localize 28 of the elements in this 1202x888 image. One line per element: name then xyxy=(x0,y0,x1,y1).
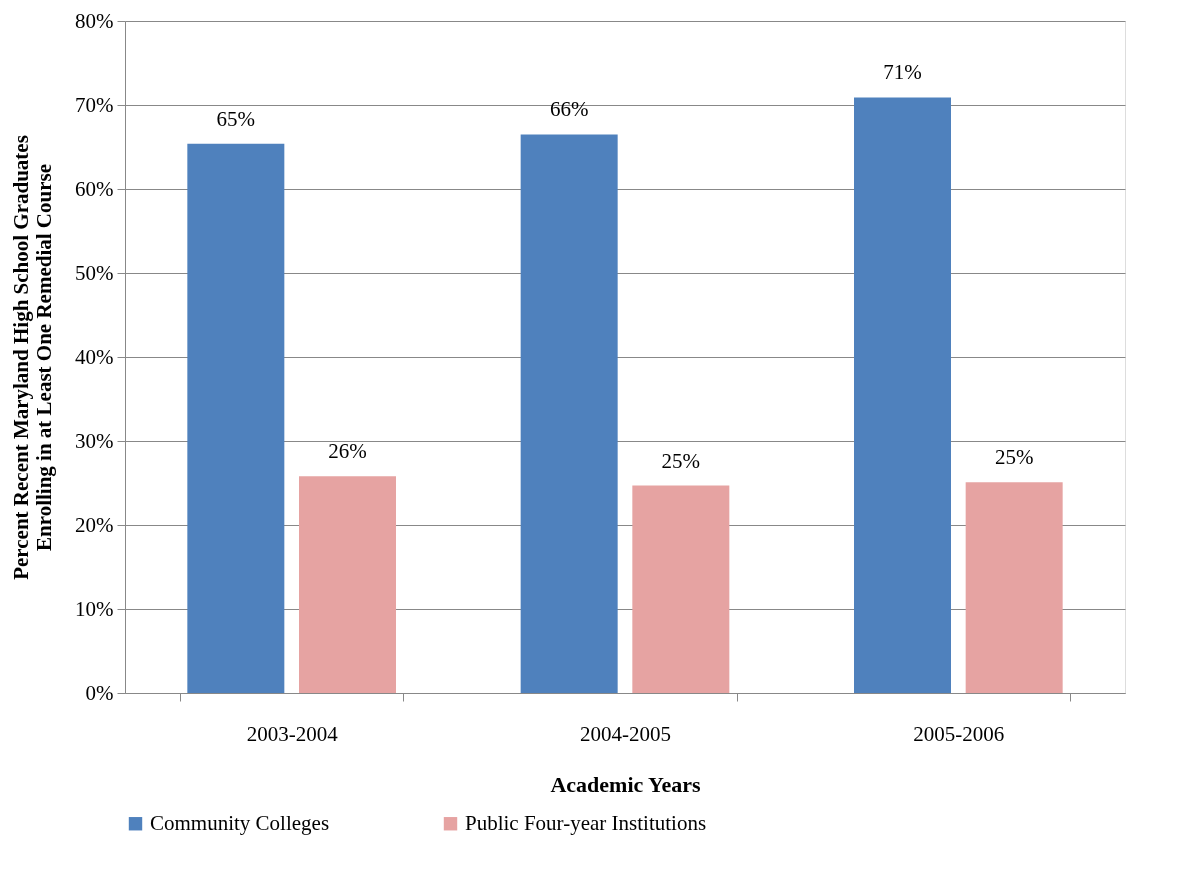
data-label: 26% xyxy=(328,439,367,464)
bar xyxy=(965,482,1063,693)
data-label: 71% xyxy=(883,60,922,85)
bar xyxy=(854,97,951,693)
bar xyxy=(632,485,730,693)
data-label: 25% xyxy=(994,445,1034,470)
y-tick-label: 70% xyxy=(75,92,114,117)
y-axis-title: Percent Recent Maryland High School Graduates Enrolling in at Least One Remedial Course xyxy=(9,135,57,580)
y-tick-label: 80% xyxy=(75,8,114,33)
y-tick-label: 50% xyxy=(75,260,114,285)
x-axis-title: Academic Years xyxy=(550,771,701,797)
data-label: 65% xyxy=(216,106,256,131)
legend-label: Public Four-year Institutions xyxy=(465,810,707,835)
y-tick-label: 20% xyxy=(75,512,114,537)
x-tick-label: 2003-2004 xyxy=(246,721,339,746)
bar xyxy=(299,476,396,693)
x-tick-label: 2005-2006 xyxy=(913,721,1005,746)
y-tick-label: 10% xyxy=(75,596,114,621)
y-tick-label: 40% xyxy=(75,344,114,369)
legend-label: Community Colleges xyxy=(150,810,330,835)
bar xyxy=(187,143,285,693)
y-tick-label: 60% xyxy=(75,176,114,201)
y-tick-label: 0% xyxy=(85,680,114,705)
x-tick-label: 2004-2005 xyxy=(580,721,671,746)
y-tick-label: 30% xyxy=(75,428,114,453)
data-label: 25% xyxy=(661,448,701,473)
data-label: 66% xyxy=(549,97,589,122)
bar xyxy=(520,134,618,693)
